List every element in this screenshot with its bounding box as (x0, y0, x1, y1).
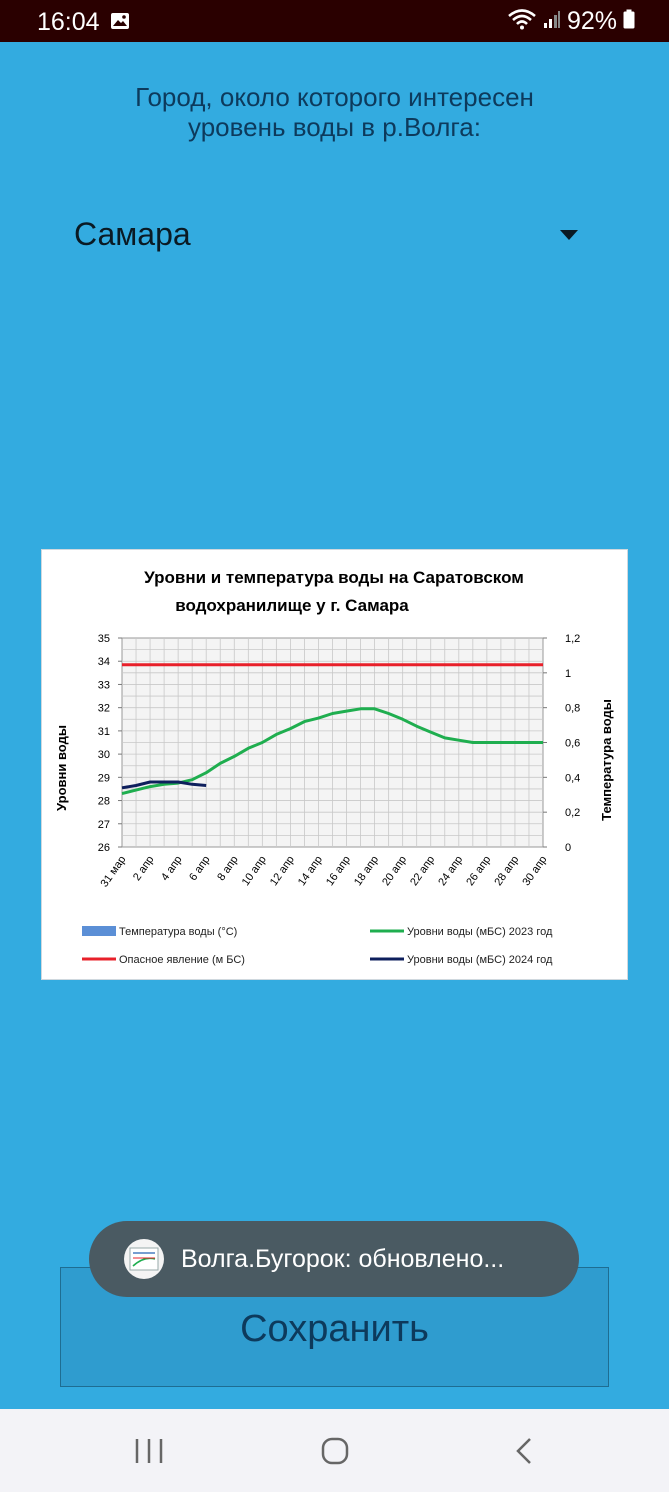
city-dropdown[interactable]: Самара (74, 210, 584, 260)
recent-apps-icon[interactable] (119, 1431, 179, 1471)
y-tick-label-left: 33 (98, 679, 110, 691)
x-tick-label: 10 апр (240, 854, 269, 888)
x-tick-label: 24 апр (436, 854, 465, 888)
series-line-3 (121, 780, 207, 790)
x-tick-label: 8 апр (215, 854, 241, 883)
chart-title-line-2: водохранилище у г. Самара (175, 596, 409, 615)
legend-label: Температура воды (°С) (119, 926, 237, 938)
x-tick-label: 14 апр (296, 854, 325, 888)
x-tick-label: 30 апр (520, 854, 549, 888)
y-tick-label-left: 32 (98, 703, 110, 715)
signal-icon (543, 9, 561, 34)
x-tick-label: 12 апр (268, 854, 297, 888)
y-tick-label-left: 28 (98, 796, 110, 808)
dropdown-arrow-icon (560, 230, 578, 240)
chart-series (121, 663, 543, 796)
legend-label: Опасное явление (м БС) (119, 954, 245, 966)
back-icon[interactable] (494, 1431, 554, 1471)
legend-swatch (82, 926, 116, 936)
battery-percent: 92% (566, 7, 617, 35)
prompt-line-2: уровень воды в р.Волга: (188, 112, 481, 142)
y-tick-label-left: 26 (98, 842, 110, 854)
battery-icon (623, 9, 635, 34)
y-tick-label-right: 1,2 (565, 633, 580, 645)
city-dropdown-value: Самара (74, 216, 191, 252)
legend-label: Уровни воды (мБС) 2024 год (407, 954, 553, 966)
y-tick-label-right: 0,4 (565, 772, 580, 784)
y-tick-label-left: 35 (98, 633, 110, 645)
y-tick-label-right: 0,2 (565, 807, 580, 819)
legend-label: Уровни воды (мБС) 2023 год (407, 926, 553, 938)
city-prompt: Город, около которого интересен уровень … (0, 82, 669, 142)
chart-svg: Уровни и температура воды на Саратовском… (54, 568, 614, 966)
y-tick-label-left: 27 (98, 819, 110, 831)
y-tick-label-right: 0 (565, 842, 571, 854)
image-icon (110, 12, 130, 35)
series-line-2 (121, 707, 543, 796)
x-tick-label: 26 апр (464, 854, 493, 888)
status-icons: 92% (507, 7, 635, 36)
x-tick-label: 31 мар (98, 854, 128, 890)
y-tick-label-left: 31 (98, 726, 110, 738)
x-tick-label: 6 апр (187, 854, 213, 883)
status-time: 16:04 (37, 8, 100, 36)
y-tick-label-right: 0,8 (565, 703, 580, 715)
x-tick-label: 2 апр (131, 854, 157, 883)
app-icon (124, 1239, 164, 1279)
wifi-icon (507, 8, 537, 35)
chart-title-line-1: Уровни и температура воды на Саратовском (144, 568, 524, 587)
chart-ylabel-right: Температура воды (599, 699, 614, 821)
chart-ylabel-left: Уровни воды (54, 725, 69, 811)
x-tick-label: 22 апр (408, 854, 437, 888)
x-tick-label: 20 апр (380, 854, 409, 888)
x-tick-label: 4 апр (159, 854, 185, 883)
x-tick-label: 18 апр (352, 854, 381, 888)
navigation-bar (0, 1409, 669, 1492)
chart-legend: Температура воды (°С) Уровни воды (мБС) 2… (82, 926, 553, 966)
y-tick-label-right: 1 (565, 668, 571, 680)
x-tick-label: 28 апр (492, 854, 521, 888)
home-icon[interactable] (305, 1431, 365, 1471)
y-tick-label-right: 0,6 (565, 738, 580, 750)
water-level-chart: Уровни и температура воды на Саратовском… (41, 549, 628, 980)
toast-notification: Волга.Бугорок: обновлено... (89, 1221, 579, 1297)
y-tick-label-left: 30 (98, 749, 110, 761)
status-bar: 16:04 92% (0, 0, 669, 42)
toast-text: Волга.Бугорок: обновлено... (181, 1244, 505, 1273)
x-tick-label: 16 апр (324, 854, 353, 888)
y-tick-label-left: 34 (98, 656, 110, 668)
prompt-line-1: Город, около которого интересен (135, 82, 534, 112)
y-tick-label-left: 29 (98, 772, 110, 784)
